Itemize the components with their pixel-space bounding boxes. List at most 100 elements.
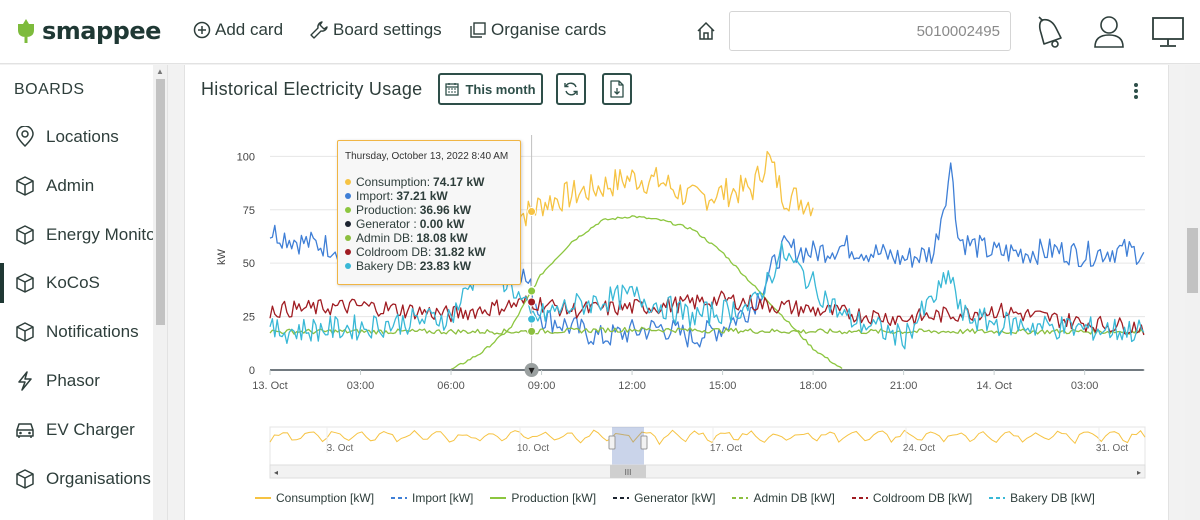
plus-circle-icon bbox=[193, 21, 211, 39]
sidebar-item-label: Phasor bbox=[46, 371, 100, 390]
document-download-icon bbox=[610, 80, 624, 98]
sidebar-item-notifications[interactable]: Notifications bbox=[0, 312, 155, 352]
tooltip-value: 0.00 kW bbox=[419, 217, 465, 231]
home-icon bbox=[697, 21, 715, 40]
tooltip-value: 37.21 kW bbox=[396, 189, 448, 203]
tooltip-value: 31.82 kW bbox=[434, 245, 486, 259]
navigator-tick-label: 31. Oct bbox=[1096, 443, 1128, 454]
calendar-icon bbox=[445, 83, 460, 96]
series-line-bakery-db bbox=[269, 241, 1145, 350]
legend-swatch bbox=[391, 497, 408, 499]
board-settings-button[interactable]: Board settings bbox=[309, 20, 442, 40]
notifications-button[interactable] bbox=[1034, 14, 1068, 55]
legend-item-consumption[interactable]: Consumption [kW] bbox=[255, 491, 374, 505]
legend-swatch bbox=[989, 497, 1006, 499]
navigator-tick-label: 24. Oct bbox=[903, 443, 935, 454]
tooltip-value: 74.17 kW bbox=[433, 175, 485, 189]
legend-item-import[interactable]: Import [kW] bbox=[391, 491, 473, 505]
series-line-consumption bbox=[510, 150, 814, 228]
user-button[interactable] bbox=[1092, 14, 1126, 55]
x-tick-label: 12:00 bbox=[618, 380, 646, 392]
location-pin-icon bbox=[16, 126, 34, 148]
x-tick-label: 03:00 bbox=[1071, 380, 1099, 392]
scroll-up-arrow-icon[interactable]: ▲ bbox=[156, 67, 164, 76]
more-vertical-icon bbox=[1134, 83, 1138, 99]
this-month-button[interactable]: This month bbox=[438, 73, 543, 105]
tooltip-label: Consumption: bbox=[356, 175, 431, 189]
sidebar-scroll-thumb[interactable] bbox=[156, 79, 165, 325]
tooltip-row-coldroom-db: Coldroom DB: 31.82 kW bbox=[345, 245, 486, 259]
legend-label: Import [kW] bbox=[412, 491, 474, 505]
y-tick-label: 100 bbox=[237, 151, 255, 163]
organise-cards-label: Organise cards bbox=[491, 20, 607, 39]
cube-icon bbox=[16, 176, 34, 196]
tooltip-row-import: Import: 37.21 kW bbox=[345, 189, 448, 203]
add-card-button[interactable]: Add card bbox=[193, 20, 283, 40]
board-settings-label: Board settings bbox=[333, 20, 442, 39]
x-tick-label: 09:00 bbox=[528, 380, 556, 392]
electricity-chart[interactable]: 100 75 50 25 0 kW 13. Oct 03:00 06:00 09:00 12:0… bbox=[185, 125, 1170, 485]
monitor-button[interactable] bbox=[1150, 14, 1186, 55]
series-dot bbox=[345, 207, 351, 213]
navigator-tick-label: 10. Oct bbox=[517, 443, 549, 454]
monitor-icon bbox=[1152, 17, 1184, 47]
y-tick-label: 50 bbox=[243, 258, 255, 270]
legend-item-bakery-db[interactable]: Bakery DB [kW] bbox=[989, 491, 1095, 505]
legend-label: Admin DB [kW] bbox=[753, 491, 835, 505]
refresh-button[interactable] bbox=[556, 73, 586, 105]
legend-item-generator[interactable]: Generator [kW] bbox=[613, 491, 715, 505]
sidebar-heading: BOARDS bbox=[14, 81, 85, 98]
chart-legend: Consumption [kW] Import [kW] Production … bbox=[255, 491, 1112, 505]
export-button[interactable] bbox=[602, 73, 632, 105]
crosshair-marker bbox=[527, 286, 537, 296]
search-input[interactable] bbox=[729, 11, 1011, 51]
x-tick-label: 21:00 bbox=[890, 380, 918, 392]
sidebar-item-kocos[interactable]: KoCoS bbox=[0, 263, 155, 303]
y-tick-label: 0 bbox=[249, 365, 255, 377]
sidebar-item-label: EV Charger bbox=[46, 420, 135, 439]
tooltip-value: 23.83 kW bbox=[419, 259, 472, 273]
series-dot bbox=[345, 179, 351, 185]
sidebar-item-organisations[interactable]: Organisations bbox=[0, 459, 155, 499]
legend-item-production[interactable]: Production [kW] bbox=[490, 491, 596, 505]
navigator-scroll-thumb bbox=[610, 465, 646, 478]
page-scroll-thumb[interactable] bbox=[1187, 228, 1198, 293]
tooltip-value: 36.96 kW bbox=[419, 203, 472, 217]
smappee-logo-icon bbox=[18, 19, 34, 43]
crosshair-handle bbox=[524, 363, 539, 377]
refresh-icon bbox=[564, 82, 578, 96]
electricity-usage-card: Historical Electricity Usage This month … bbox=[184, 65, 1169, 520]
sidebar-item-label: KoCoS bbox=[46, 273, 100, 292]
legend-item-coldroom-db[interactable]: Coldroom DB [kW] bbox=[851, 491, 972, 505]
smappee-logo[interactable]: smappee bbox=[14, 17, 161, 45]
card-menu-button[interactable] bbox=[1132, 81, 1140, 106]
sidebar-item-phasor[interactable]: Phasor bbox=[0, 361, 155, 401]
x-tick-label: 06:00 bbox=[437, 380, 465, 392]
tooltip-label: Coldroom DB: bbox=[356, 245, 432, 259]
legend-swatch bbox=[851, 497, 868, 499]
sidebar-item-ev-charger[interactable]: EV Charger bbox=[0, 410, 155, 450]
sidebar-item-energy-monitor[interactable]: Energy Monito bbox=[0, 215, 155, 255]
cube-icon bbox=[16, 273, 34, 293]
series-dot bbox=[345, 249, 351, 255]
chart-tooltip: Thursday, October 13, 2022 8:40 AM Consu… bbox=[337, 140, 521, 285]
y-tick-label: 25 bbox=[243, 312, 255, 324]
wrench-icon bbox=[310, 21, 328, 39]
sidebar-item-admin[interactable]: Admin bbox=[0, 166, 155, 206]
chevron-down-icon: ▼ bbox=[529, 366, 536, 375]
home-button[interactable] bbox=[695, 20, 717, 47]
x-tick-label: 03:00 bbox=[347, 380, 375, 392]
sidebar-item-locations[interactable]: Locations bbox=[0, 117, 155, 157]
legend-item-admin-db[interactable]: Admin DB [kW] bbox=[732, 491, 835, 505]
navigator-tick-label: 3. Oct bbox=[327, 443, 354, 454]
sidebar-item-label: Energy Monito bbox=[46, 225, 155, 244]
crosshair-marker bbox=[527, 326, 537, 336]
sidebar-item-label: Organisations bbox=[46, 469, 151, 488]
copy-icon bbox=[470, 22, 486, 38]
legend-swatch bbox=[255, 497, 271, 499]
sidebar-item-label: Admin bbox=[46, 176, 95, 195]
scroll-left-arrow-icon: ◂ bbox=[274, 468, 278, 477]
legend-label: Generator [kW] bbox=[634, 491, 716, 505]
tooltip-value: 18.08 kW bbox=[416, 231, 468, 245]
organise-cards-button[interactable]: Organise cards bbox=[469, 20, 606, 40]
